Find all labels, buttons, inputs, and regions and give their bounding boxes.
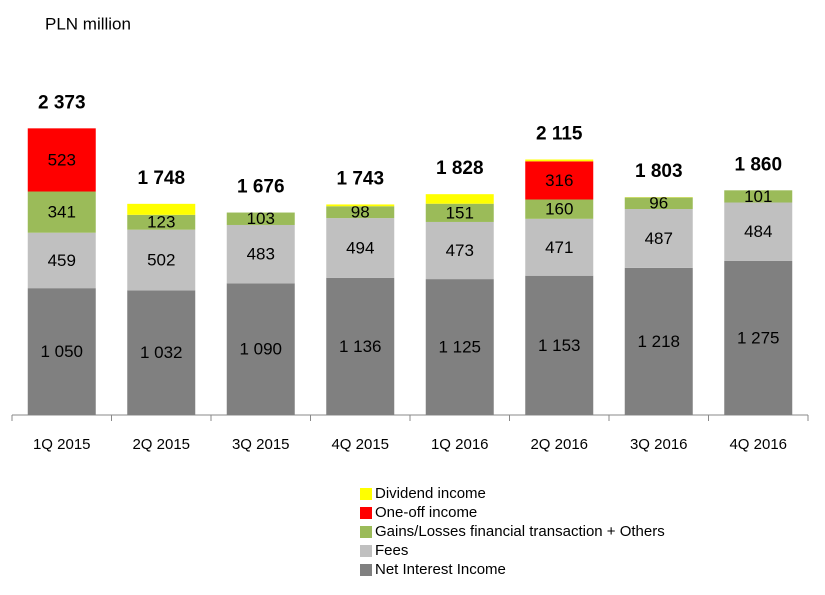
value-label: 1 153 <box>538 336 581 355</box>
x-tick-label: 4Q 2015 <box>331 436 389 453</box>
value-label: 483 <box>247 245 275 264</box>
chart-title: PLN million <box>45 14 131 33</box>
bar-segment <box>425 279 494 415</box>
bar-segment <box>525 159 594 162</box>
bar-segment <box>624 197 693 210</box>
bar-segment <box>724 260 793 415</box>
bar-segment <box>27 232 96 289</box>
value-label: 502 <box>147 250 175 269</box>
x-tick-label: 3Q 2015 <box>232 436 290 453</box>
value-label: 96 <box>649 194 668 213</box>
value-label: 1 050 <box>40 342 83 361</box>
value-label: 341 <box>48 203 76 222</box>
legend-label: One-off income <box>375 504 477 521</box>
value-label: 98 <box>351 203 370 222</box>
bar-segment <box>425 221 494 280</box>
bar-segment <box>624 267 693 415</box>
value-label: 103 <box>247 209 275 228</box>
bar-segment <box>27 288 96 415</box>
x-tick-label: 4Q 2016 <box>729 436 787 453</box>
x-tick-label: 1Q 2016 <box>431 436 489 453</box>
value-label: 151 <box>446 203 474 222</box>
bar-segment <box>724 202 793 261</box>
bar-segment <box>724 190 793 203</box>
value-label: 523 <box>48 150 76 169</box>
value-label: 1 032 <box>140 343 183 362</box>
legend-swatch <box>360 564 372 576</box>
legend-label: Gains/Losses financial transaction + Oth… <box>375 523 665 540</box>
bar-segment <box>27 191 96 233</box>
bar-segment <box>127 229 196 291</box>
bar-segment <box>127 290 196 415</box>
value-label: 1 125 <box>438 338 481 357</box>
total-label: 1 743 <box>336 168 384 189</box>
bar-segment <box>624 209 693 268</box>
legend-swatch <box>360 507 372 519</box>
x-tick-label: 2Q 2015 <box>132 436 190 453</box>
bar-segment <box>226 212 295 225</box>
value-label: 473 <box>446 241 474 260</box>
value-label: 484 <box>744 222 772 241</box>
bar-segment <box>127 214 196 230</box>
total-label: 1 828 <box>436 158 484 179</box>
value-label: 160 <box>545 200 573 219</box>
bar-segment <box>27 128 96 192</box>
bar-segment <box>326 204 395 207</box>
total-label: 1 748 <box>137 168 185 189</box>
total-label: 2 373 <box>38 92 86 113</box>
value-label: 494 <box>346 238 374 257</box>
legend-label: Fees <box>375 542 408 559</box>
legend-label: Net Interest Income <box>375 561 506 578</box>
bar-segment <box>525 199 594 219</box>
legend-swatch <box>360 526 372 538</box>
bar-segment <box>127 203 196 215</box>
x-tick-label: 1Q 2015 <box>33 436 91 453</box>
legend-swatch <box>360 488 372 500</box>
value-label: 487 <box>645 229 673 248</box>
value-label: 1 275 <box>737 328 780 347</box>
total-label: 1 803 <box>635 161 683 182</box>
bar-segment <box>425 194 494 204</box>
total-label: 2 115 <box>536 124 583 145</box>
value-label: 316 <box>545 171 573 190</box>
value-label: 101 <box>744 187 772 206</box>
legend-swatch <box>360 545 372 557</box>
bar-segment <box>525 161 594 200</box>
bar-segment <box>326 218 395 278</box>
x-tick-label: 3Q 2016 <box>630 436 688 453</box>
bar-segment <box>425 203 494 222</box>
bar-segment <box>326 206 395 219</box>
bar-segment <box>226 224 295 284</box>
legend-label: Dividend income <box>375 485 486 502</box>
bar-segment <box>525 218 594 276</box>
bar-segment <box>525 275 594 415</box>
value-label: 1 218 <box>637 332 680 351</box>
total-label: 1 676 <box>237 177 285 198</box>
bar-segment <box>326 277 395 415</box>
value-label: 459 <box>48 251 76 270</box>
value-label: 471 <box>545 238 573 257</box>
x-tick-label: 2Q 2016 <box>530 436 588 453</box>
bar-segment <box>226 283 295 415</box>
value-label: 1 136 <box>339 337 382 356</box>
value-label: 123 <box>147 213 175 232</box>
value-label: 1 090 <box>239 340 282 359</box>
total-label: 1 860 <box>734 154 782 175</box>
